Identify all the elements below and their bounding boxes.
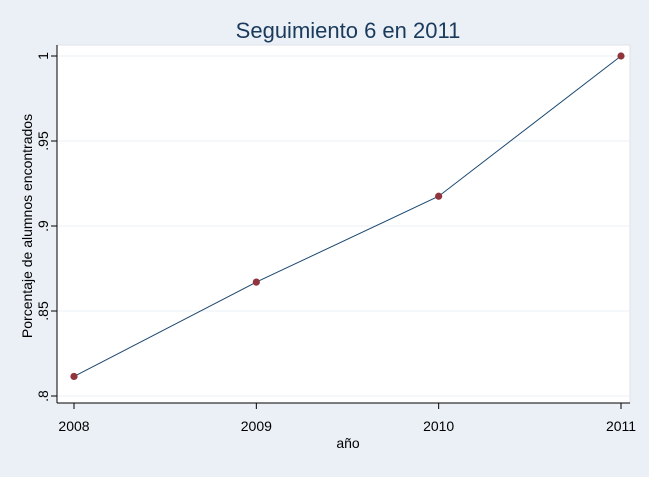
x-tick-label: 2010 [423, 418, 454, 434]
tick-marks: .8 .85 .9 .95 1 2008 2009 2010 2011 [35, 52, 636, 434]
data-point [617, 52, 625, 60]
y-tick-label: .8 [35, 390, 51, 402]
data-point [435, 192, 443, 200]
x-tick-label: 2011 [606, 418, 636, 434]
x-axis-label: año [336, 435, 360, 451]
series [70, 52, 625, 381]
plot-area [56, 44, 631, 404]
x-tick-label: 2008 [58, 418, 89, 434]
grid-lines [58, 55, 629, 397]
y-tick-label: 1 [35, 52, 51, 60]
axes [56, 45, 630, 404]
y-tick-label: .85 [35, 301, 51, 321]
chart-title: Seguimiento 6 en 2011 [236, 18, 461, 43]
data-point [70, 372, 78, 381]
y-axis-label: Porcentaje de alumnos encontrados [19, 114, 35, 338]
series-line [73, 55, 622, 377]
data-point [252, 278, 260, 286]
y-tick-label: .9 [35, 220, 51, 232]
x-tick-label: 2009 [241, 418, 272, 434]
y-tick-label: .95 [35, 131, 51, 151]
